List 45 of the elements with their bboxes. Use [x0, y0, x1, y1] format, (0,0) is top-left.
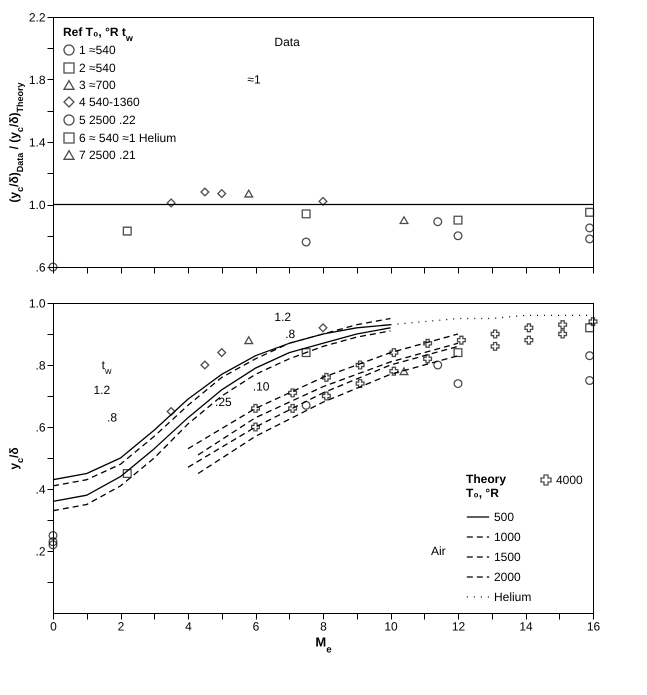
legend-label: 4 540-1360 [79, 95, 140, 109]
legend-label: 7 2500 .21 [79, 148, 136, 162]
x-tick-label: 14 [519, 620, 533, 634]
x-tick-label: 6 [252, 620, 260, 634]
x-tick-label: 4 [185, 620, 192, 634]
y-tick-label: 1.0 [28, 296, 46, 310]
y-tick-label: 1.8 [28, 73, 46, 87]
legend-title: Theory T₀, °R [466, 472, 506, 500]
annotation: Data [274, 35, 300, 49]
x-tick-label: 12 [452, 620, 466, 634]
y-tick-label: 1.0 [28, 198, 46, 212]
y-tick-label: .6 [35, 420, 46, 434]
annotation: Air [431, 544, 446, 558]
legend-label: 500 [494, 510, 514, 524]
legend-label: 2000 [494, 570, 522, 584]
x-axis-title: M$_{e}$ [315, 634, 332, 655]
annotation: 1.2 [94, 382, 111, 397]
x-tick-label: 0 [50, 620, 58, 634]
annotation: t$_{w}$ [102, 358, 112, 376]
annotation: 1.2 [274, 310, 292, 324]
y-tick-label: .6 [35, 260, 46, 274]
y-tick-label: 1.4 [28, 136, 46, 150]
x-tick-label: 2 [118, 620, 125, 634]
annotation: .10 [252, 380, 270, 394]
annotation: ≈1 [247, 72, 261, 86]
legend-label: 2 ≈540 [79, 61, 116, 75]
annotation: .8 [107, 410, 118, 425]
y-tick-label: .8 [35, 358, 46, 372]
legend-label: 1000 [494, 530, 522, 544]
legend-label: 1500 [494, 550, 522, 564]
y-tick-label: .2 [35, 544, 46, 558]
legend-label: 4000 [556, 473, 584, 487]
legend-label: Helium [494, 590, 532, 604]
legend-label: 3 ≈700 [79, 78, 116, 92]
legend-label: 5 2500 .22 [79, 113, 136, 127]
legend-label: 1 ≈540 [79, 43, 116, 57]
legend-label: 6 ≈ 540 ≈1 Helium [79, 131, 176, 145]
x-tick-label: 8 [320, 620, 328, 634]
x-tick-label: 16 [586, 620, 600, 634]
legend-title: Ref T₀, °R t$_{w}$ [63, 25, 134, 43]
y-tick-label: .4 [35, 482, 46, 496]
x-tick-label: 10 [384, 620, 398, 634]
y-tick-label: 2.2 [28, 10, 46, 24]
annotation: .8 [285, 327, 296, 341]
annotation: .25 [215, 395, 232, 410]
